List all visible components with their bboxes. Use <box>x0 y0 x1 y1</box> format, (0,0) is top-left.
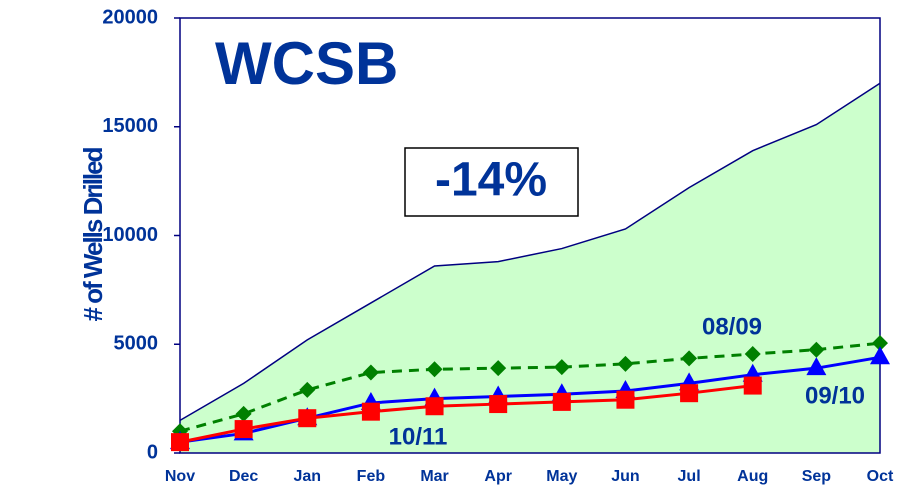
marker <box>425 397 444 416</box>
series-line <box>179 341 881 433</box>
x-tick-label: Jan <box>293 468 321 485</box>
marker <box>553 359 570 376</box>
x-tick-label: Aug <box>737 468 768 485</box>
x-tick-label: Jun <box>611 468 639 485</box>
marker <box>552 392 571 411</box>
y-tick-label: 5000 <box>114 333 159 355</box>
x-tick-label: Jul <box>678 468 701 485</box>
marker <box>743 376 762 395</box>
x-tick-label: Oct <box>867 468 894 485</box>
x-tick-label: Nov <box>165 468 195 485</box>
marker <box>426 361 443 378</box>
x-tick-label: May <box>546 468 577 485</box>
y-tick-label: 20000 <box>102 6 158 28</box>
y-tick-label: 15000 <box>102 115 158 137</box>
marker <box>490 360 507 377</box>
annotation: -14% <box>435 154 547 207</box>
series-line <box>179 384 753 444</box>
series-label: 08/09 <box>702 313 762 340</box>
marker <box>680 384 699 403</box>
x-tick-label: Apr <box>484 468 512 485</box>
x-tick-label: Feb <box>357 468 386 485</box>
range-line <box>179 82 881 422</box>
marker <box>362 364 379 381</box>
y-tick-label: 10000 <box>102 224 158 246</box>
x-tick-label: Mar <box>420 468 448 485</box>
marker <box>744 346 761 363</box>
marker <box>489 395 508 414</box>
series-label: 10/11 <box>389 423 448 450</box>
marker <box>298 409 317 428</box>
annotation-box <box>404 147 579 217</box>
marker <box>361 402 380 421</box>
chart-title: WCSB <box>215 30 398 97</box>
marker <box>870 346 890 365</box>
series-label: 09/10 <box>805 382 865 409</box>
marker <box>617 355 634 372</box>
marker <box>806 357 827 376</box>
marker <box>872 335 888 352</box>
marker <box>808 341 825 358</box>
marker <box>171 433 189 452</box>
marker <box>616 390 635 409</box>
marker <box>234 420 253 439</box>
y-tick-label: 0 <box>147 441 158 463</box>
x-tick-label: Sep <box>802 468 832 485</box>
x-tick-label: Dec <box>229 468 258 485</box>
marker <box>681 350 698 367</box>
y-axis-label: # of Wells Drilled <box>78 147 108 321</box>
range-area <box>180 83 880 453</box>
marker <box>299 381 316 398</box>
marker <box>235 405 252 422</box>
